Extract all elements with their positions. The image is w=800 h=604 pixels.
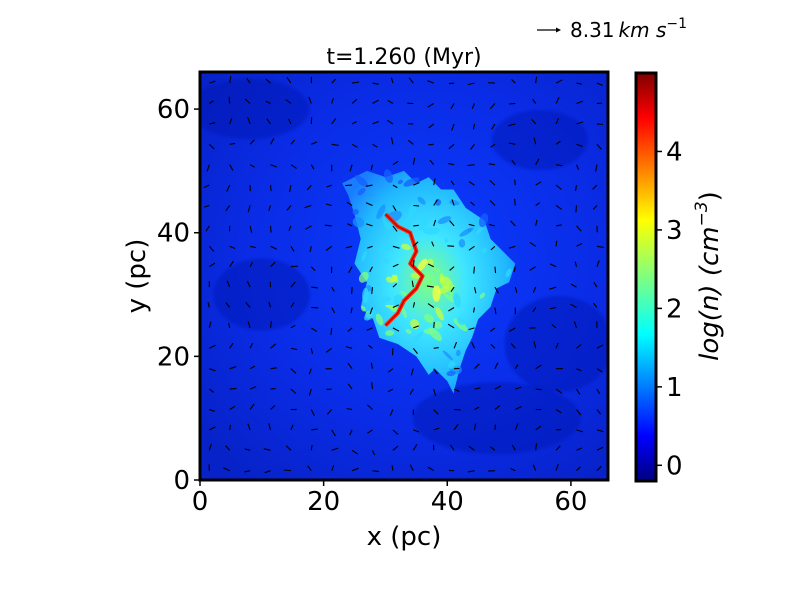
velocity-arrow [284, 470, 291, 471]
colorbar-label: log(n) (cm−3) [692, 191, 725, 361]
plot-area [189, 72, 612, 480]
quiver-key-unit: km s [619, 18, 667, 42]
velocity-arrow [449, 83, 454, 84]
low-density-patch [189, 79, 309, 139]
velocity-arrow [495, 425, 496, 430]
velocity-arrow [291, 266, 298, 267]
velocity-arrow [536, 389, 542, 390]
x-tick-label: 20 [307, 487, 340, 517]
velocity-arrow [325, 225, 332, 226]
velocity-arrow [434, 322, 435, 328]
velocity-arrow [271, 185, 272, 191]
velocity-arrow [515, 180, 516, 186]
low-density-patch [413, 382, 581, 454]
y-axis-ticks: 0 20 40 60 [157, 95, 200, 496]
colorbar-ticks: 0 1 2 3 4 [656, 137, 683, 481]
x-axis-ticks: 0 20 40 60 [192, 480, 588, 517]
velocity-arrow [576, 206, 577, 213]
low-density-patch [505, 296, 613, 392]
x-tick-label: 60 [554, 487, 587, 517]
velocity-arrow [509, 104, 515, 105]
velocity-arrow [447, 246, 454, 247]
y-tick-label: 60 [157, 95, 190, 125]
velocity-arrow [556, 241, 557, 247]
low-density-patch [214, 259, 310, 331]
colorbar-tick-label: 2 [666, 294, 683, 324]
velocity-arrow [271, 226, 272, 233]
velocity-arrow [597, 124, 603, 125]
velocity-arrow [428, 144, 433, 145]
velocity-arrow [271, 389, 276, 390]
y-tick-label: 0 [173, 466, 190, 496]
quiver-key-arrow-head [556, 28, 561, 33]
x-axis-label: x (pc) [367, 522, 442, 552]
colorbar-label-text: log(n) (cm [695, 226, 725, 360]
chart-title: t=1.260 (Myr) [326, 45, 481, 70]
colorbar-label-exponent: −3 [692, 201, 712, 226]
y-tick-label: 20 [157, 342, 190, 372]
colorbar-label-close: ) [695, 191, 725, 201]
x-tick-label: 40 [431, 487, 464, 517]
low-density-patch [492, 110, 588, 170]
velocity-arrow [413, 206, 419, 207]
quiver-key-unit-exponent: −1 [666, 16, 687, 32]
y-axis-label: y (pc) [122, 239, 152, 314]
colorbar: 0 1 2 3 4 log(n) (cm−3) [636, 73, 725, 481]
velocity-arrow [413, 225, 419, 226]
colorbar-gradient [636, 73, 656, 481]
density-clump [432, 285, 440, 302]
colorbar-tick-label: 4 [666, 137, 683, 167]
colorbar-tick-label: 3 [666, 216, 683, 246]
x-tick-label: 0 [192, 487, 209, 517]
velocity-arrow [515, 199, 516, 206]
colorbar-tick-label: 0 [666, 451, 683, 481]
colorbar-tick-label: 1 [666, 373, 683, 403]
quiver-key-value: 8.31 [570, 18, 615, 42]
velocity-arrow [495, 267, 496, 273]
velocity-arrow [229, 97, 230, 104]
velocity-arrow [230, 388, 237, 389]
velocity-arrow [434, 348, 439, 349]
y-tick-label: 40 [157, 219, 190, 249]
